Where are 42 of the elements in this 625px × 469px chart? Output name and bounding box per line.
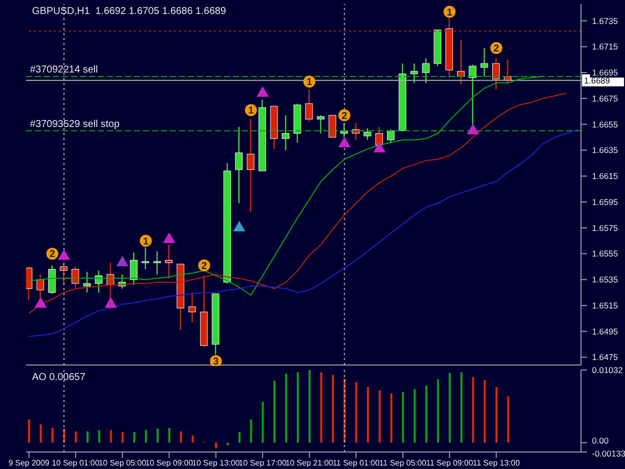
y-tick-label: 1.6535 bbox=[592, 274, 618, 285]
ref-line-label: #37092214 sell bbox=[30, 64, 98, 76]
y-tick-label: 1.6555 bbox=[592, 248, 618, 259]
ref-line-label: 1.6689 bbox=[584, 75, 610, 86]
annotation: 1 bbox=[306, 77, 313, 88]
annotation: 1 bbox=[142, 236, 149, 248]
y-tick-label: 1.6695 bbox=[592, 68, 618, 78]
y-tick-label: 1.6575 bbox=[592, 222, 618, 233]
x-tick-label: 10 Sep 21:00 bbox=[286, 458, 334, 468]
x-tick-label: 11 Sep 01:00 bbox=[332, 458, 380, 468]
x-tick-label: 11 Sep 05:00 bbox=[379, 458, 427, 468]
y-tick-label: 1.6475 bbox=[592, 352, 618, 362]
x-tick-label: 10 Sep 13:00 bbox=[192, 458, 240, 468]
y-tick-label: 1.6715 bbox=[592, 42, 618, 52]
ref-line-label: #37093529 sell stop bbox=[30, 118, 120, 130]
chart-title: AO 0.00657 bbox=[32, 372, 86, 383]
y-tick-label: 1.6675 bbox=[592, 93, 618, 104]
y-tick-label: 1.6735 bbox=[592, 16, 618, 26]
x-tick-label: 9 Sep 2009 bbox=[8, 458, 50, 468]
x-tick-label: 10 Sep 17:00 bbox=[238, 458, 287, 468]
y-tick-label: 1.6495 bbox=[592, 326, 618, 336]
annotation: 3 bbox=[213, 356, 220, 368]
annotation: 2 bbox=[342, 110, 348, 122]
annotation: 1 bbox=[446, 7, 453, 18]
annotation: 2 bbox=[50, 249, 56, 260]
annotation: 2 bbox=[494, 43, 500, 54]
y-tick-label: 1.6595 bbox=[592, 196, 618, 207]
y-tick-label: 1.6515 bbox=[592, 300, 618, 310]
y-tick-label: 0.01032 bbox=[592, 365, 623, 375]
x-tick-label: 11 Sep 09:00 bbox=[426, 458, 474, 468]
y-tick-label: 1.6655 bbox=[592, 119, 618, 130]
chart-title: GBPUSD,H1 1.6692 1.6705 1.6686 1.6689 bbox=[32, 6, 226, 17]
x-tick-label: 10 Sep 05:00 bbox=[98, 458, 147, 468]
annotation: 2 bbox=[201, 260, 208, 272]
y-tick-label: 0.00 bbox=[592, 436, 609, 446]
y-tick-label: 1.6635 bbox=[592, 145, 618, 156]
x-tick-label: 10 Sep 09:00 bbox=[145, 458, 194, 468]
x-tick-label: 11 Sep 13:00 bbox=[472, 458, 520, 468]
x-tick-label: 10 Sep 01:00 bbox=[52, 458, 100, 468]
y-tick-label: -0.00133 bbox=[592, 448, 625, 458]
annotation: 1 bbox=[248, 106, 254, 117]
y-tick-label: 1.6615 bbox=[592, 171, 618, 182]
